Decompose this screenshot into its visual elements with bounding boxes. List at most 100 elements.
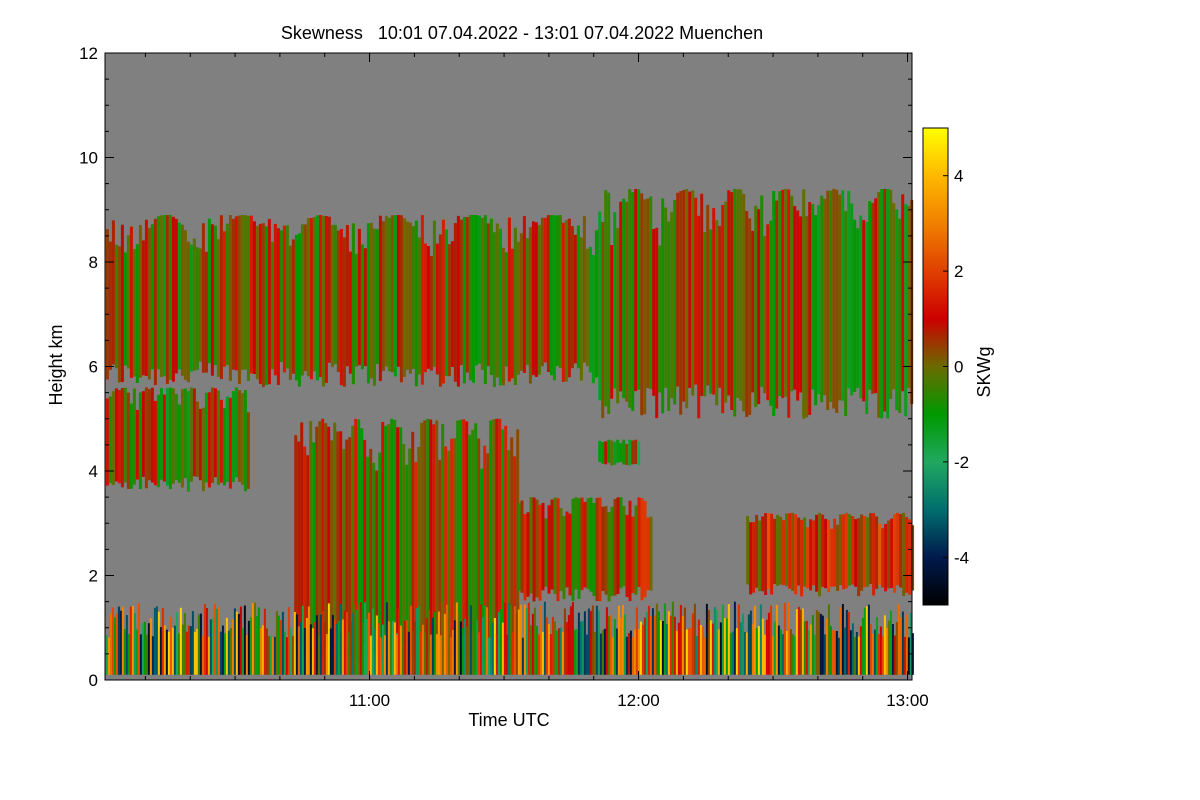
region-upper-cloud-layer-east [598,188,914,419]
region-column [805,216,809,418]
region-column [156,394,160,488]
region-column [129,403,133,489]
region-column [573,629,576,675]
region-column [189,387,193,482]
region-column [132,388,136,485]
region-column [357,228,361,366]
region-column [162,394,166,482]
region-column [749,610,752,675]
region-column [347,632,350,675]
region-column [643,617,646,675]
region-column [349,621,352,675]
region-column [849,630,852,675]
region-column [318,421,322,638]
region-column [718,225,722,388]
region-column [544,518,548,587]
region-column [150,224,154,370]
region-column [824,518,828,589]
region-column [755,514,759,588]
region-column [820,195,824,403]
region-column [321,215,325,387]
region-column [141,240,145,376]
region-column [868,201,872,390]
region-column [818,512,822,597]
region-column [405,221,409,370]
region-column [646,517,650,591]
region-column [237,215,241,384]
region-column [459,621,462,675]
region-column [543,601,546,675]
region-column [193,631,196,675]
colorbar-ticks: -4 -2 0 2 4 [943,167,969,567]
region-column [559,627,562,675]
region-column [881,528,885,588]
region-column [592,503,596,597]
region-column [425,618,428,675]
region-column [107,637,110,675]
region-column [381,422,385,661]
region-column [835,189,839,413]
region-column [342,237,346,387]
region-column [579,237,583,381]
region-column [401,611,404,675]
region-column [878,523,882,585]
region-column [833,630,836,675]
region-column [545,617,548,675]
region-column [808,202,812,415]
region-column [155,606,158,675]
region-column [387,217,391,372]
region-column [814,215,818,406]
region-column [415,608,418,675]
region-column [827,604,830,675]
region-column [813,634,816,675]
region-column [228,215,232,381]
region-column [111,607,114,675]
region-column [541,502,545,591]
region-column [872,513,876,596]
region-column [613,212,617,389]
region-column [438,459,442,637]
region-column [905,517,909,593]
y-tick-label: 8 [89,253,98,272]
region-column [239,606,242,675]
region-column [123,387,127,483]
region-lower-layer-central [517,497,653,602]
region-column [294,234,298,381]
region-column [730,192,734,410]
region-column [553,497,557,594]
region-column [315,426,319,670]
region-column [243,390,247,492]
region-column [477,438,481,636]
region-column [312,442,316,652]
region-column [591,255,595,384]
region-column [582,216,586,363]
region-column [299,622,302,675]
region-column [451,629,454,675]
region-column [120,388,124,488]
region-column [135,244,139,383]
region-column [396,215,400,367]
region-column [788,513,792,589]
region-column [137,603,140,675]
region-column [189,626,192,675]
region-column [773,621,776,675]
colorbar-tick-label: -4 [954,548,969,567]
region-column [168,387,172,490]
region-column [219,631,222,675]
region-column [279,620,282,675]
region-column [327,426,331,646]
region-column [465,421,469,636]
region-column [519,233,523,371]
region-column [589,610,592,675]
region-column [216,239,220,377]
region-column [854,519,858,587]
region-column [504,425,508,654]
region-column [241,628,244,675]
region-column [857,518,861,597]
region-column [841,190,845,401]
region-column [817,611,820,675]
region-column [765,619,768,675]
region-column [631,516,635,594]
region-column [336,431,340,634]
region-column [637,189,641,390]
